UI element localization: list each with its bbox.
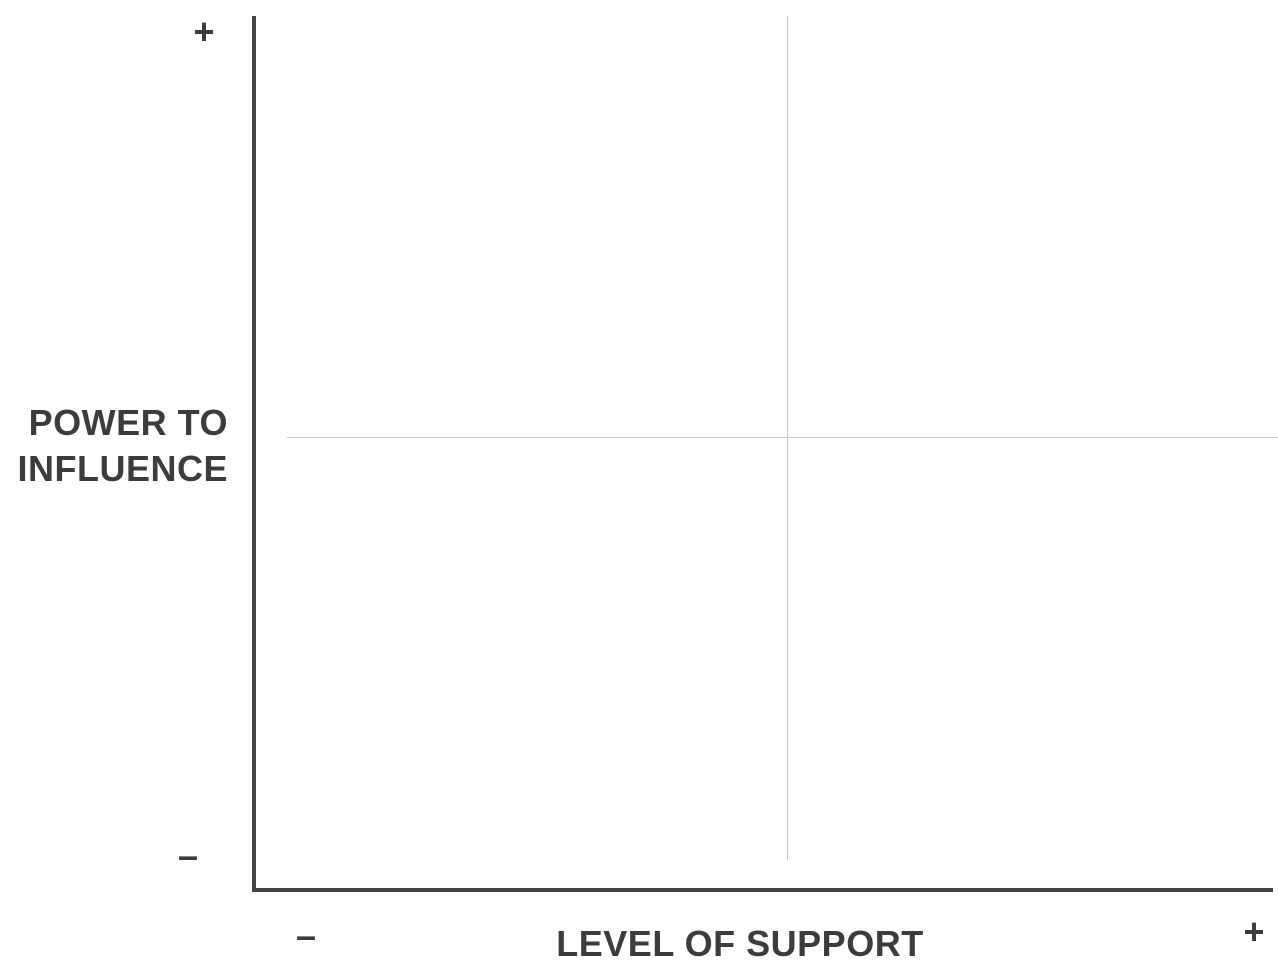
x-axis-label: LEVEL OF SUPPORT [556, 923, 924, 964]
x-axis-low-marker: – [295, 915, 317, 956]
x-axis-high-marker: + [1243, 911, 1265, 952]
y-axis-label-line-1: POWER TO [28, 402, 228, 443]
y-axis-low-marker: – [177, 835, 199, 876]
y-axis-label: POWER TO INFLUENCE [18, 400, 229, 492]
y-axis-label-line-2: INFLUENCE [17, 448, 228, 489]
x-axis-line [252, 888, 1273, 892]
vertical-quadrant-divider [787, 16, 788, 860]
y-axis-high-marker: + [193, 11, 215, 52]
y-axis-line [252, 16, 256, 892]
horizontal-quadrant-divider [287, 437, 1278, 438]
